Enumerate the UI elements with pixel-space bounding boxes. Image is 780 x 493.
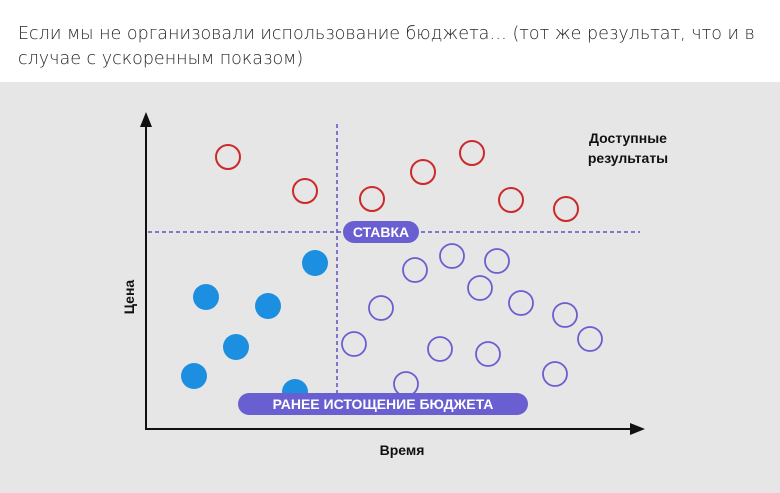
blue-results-group: [181, 250, 328, 405]
available-results-line2: результаты: [588, 150, 668, 166]
blue-result-dot: [255, 293, 281, 319]
purple-result-circle: [402, 257, 428, 283]
red-result-circle: [215, 144, 241, 170]
blue-result-dot: [302, 250, 328, 276]
purple-result-circle: [393, 371, 419, 397]
y-axis-label: Цена: [121, 280, 137, 315]
purple-result-circle: [427, 336, 453, 362]
x-axis-label: Время: [380, 442, 425, 458]
purple-result-circle: [467, 275, 493, 301]
red-result-circle: [292, 178, 318, 204]
purple-result-circle: [439, 243, 465, 269]
purple-result-circle: [577, 326, 603, 352]
purple-result-circle: [368, 295, 394, 321]
slide-caption: Если мы не организовали использование бю…: [18, 24, 755, 69]
bid-label: СТАВКА: [353, 224, 409, 240]
purple-result-circle: [484, 248, 510, 274]
y-axis-arrow: [140, 112, 152, 127]
diagram-panel: [0, 82, 780, 493]
red-result-circle: [359, 186, 385, 212]
purple-result-circle: [552, 302, 578, 328]
budget-pill: [238, 393, 528, 415]
red-result-circle: [410, 159, 436, 185]
blue-result-dot: [193, 284, 219, 310]
available-results-line1: Доступные: [589, 130, 667, 146]
blue-result-dot: [181, 363, 207, 389]
red-result-circle: [553, 196, 579, 222]
purple-result-circle: [542, 361, 568, 387]
purple-result-circle: [508, 290, 534, 316]
red-result-circle: [459, 140, 485, 166]
red-results-group: [215, 140, 579, 222]
purple-result-circle: [341, 331, 367, 357]
purple-results-group: [341, 243, 603, 397]
red-result-circle: [498, 187, 524, 213]
blue-result-dot: [223, 334, 249, 360]
budget-label: РАНЕЕ ИСТОЩЕНИЕ БЮДЖЕТА: [273, 396, 494, 412]
bid-pill: [343, 221, 419, 243]
purple-result-circle: [475, 341, 501, 367]
x-axis-arrow: [630, 423, 645, 435]
